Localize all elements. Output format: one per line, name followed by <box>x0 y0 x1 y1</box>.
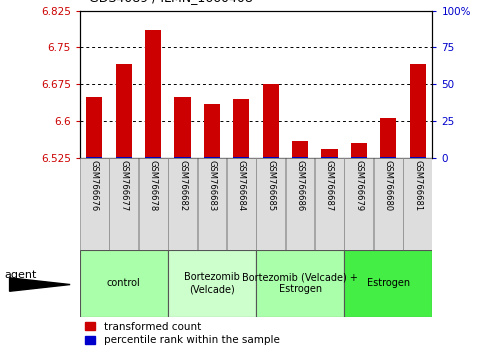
FancyBboxPatch shape <box>198 158 227 250</box>
FancyBboxPatch shape <box>168 158 197 250</box>
FancyBboxPatch shape <box>403 158 432 250</box>
Text: Bortezomib (Velcade) +
Estrogen: Bortezomib (Velcade) + Estrogen <box>242 272 358 294</box>
FancyBboxPatch shape <box>374 158 403 250</box>
FancyBboxPatch shape <box>344 158 373 250</box>
Legend: transformed count, percentile rank within the sample: transformed count, percentile rank withi… <box>85 322 280 345</box>
Bar <box>233 99 249 158</box>
FancyBboxPatch shape <box>285 158 314 250</box>
Bar <box>321 149 338 158</box>
FancyBboxPatch shape <box>315 158 344 250</box>
Bar <box>174 97 191 158</box>
Bar <box>380 118 396 158</box>
Text: Estrogen: Estrogen <box>367 278 410 288</box>
FancyBboxPatch shape <box>227 158 256 250</box>
Bar <box>145 30 161 158</box>
Text: GSM766683: GSM766683 <box>207 160 216 212</box>
Text: GSM766687: GSM766687 <box>325 160 334 212</box>
Text: GSM766678: GSM766678 <box>149 160 157 212</box>
Text: GSM766677: GSM766677 <box>119 160 128 212</box>
Text: GSM766684: GSM766684 <box>237 160 246 211</box>
Text: Bortezomib
(Velcade): Bortezomib (Velcade) <box>184 272 240 294</box>
Text: GDS4089 / ILMN_1660408: GDS4089 / ILMN_1660408 <box>89 0 253 4</box>
FancyBboxPatch shape <box>344 250 432 317</box>
FancyBboxPatch shape <box>139 158 168 250</box>
FancyBboxPatch shape <box>256 250 344 317</box>
Bar <box>263 84 279 158</box>
Bar <box>351 143 367 158</box>
Text: control: control <box>107 278 141 288</box>
Bar <box>86 97 102 158</box>
FancyBboxPatch shape <box>80 250 168 317</box>
Bar <box>292 141 308 158</box>
FancyBboxPatch shape <box>256 158 285 250</box>
Text: GSM766681: GSM766681 <box>413 160 422 211</box>
Bar <box>116 64 132 158</box>
Bar <box>410 64 426 158</box>
FancyBboxPatch shape <box>80 158 109 250</box>
Polygon shape <box>10 278 70 291</box>
Text: GSM766680: GSM766680 <box>384 160 393 211</box>
FancyBboxPatch shape <box>109 158 138 250</box>
Bar <box>204 104 220 158</box>
Text: GSM766676: GSM766676 <box>90 160 99 212</box>
Text: GSM766686: GSM766686 <box>296 160 305 212</box>
Text: GSM766679: GSM766679 <box>355 160 363 211</box>
Text: GSM766682: GSM766682 <box>178 160 187 211</box>
FancyBboxPatch shape <box>168 250 256 317</box>
Text: agent: agent <box>4 270 36 280</box>
Text: GSM766685: GSM766685 <box>266 160 275 211</box>
